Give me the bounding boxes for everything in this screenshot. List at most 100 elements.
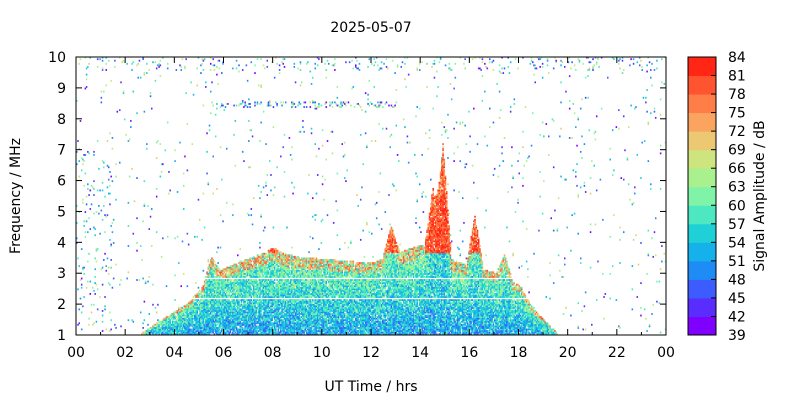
heatmap-cell <box>230 311 233 314</box>
heatmap-cell <box>217 293 219 295</box>
heatmap-cell <box>217 289 219 292</box>
heatmap-cell <box>219 320 222 323</box>
heatmap-cell <box>227 299 229 302</box>
heatmap-cell <box>186 325 189 328</box>
heatmap-cell <box>149 333 152 335</box>
heatmap-cell <box>230 325 233 328</box>
heatmap-cell <box>211 283 213 286</box>
heatmap-cell <box>144 331 147 334</box>
heatmap-cell <box>217 274 219 277</box>
heatmap-cell <box>142 331 144 334</box>
heatmap-cell <box>181 317 184 320</box>
heatmap-cell <box>169 323 171 326</box>
heatmap-cell <box>217 268 219 271</box>
heatmap-cell <box>232 322 234 325</box>
heatmap-cell <box>218 331 221 334</box>
heatmap-cell <box>228 266 230 269</box>
heatmap-cell <box>208 328 211 331</box>
heatmap-cell <box>206 271 208 274</box>
heatmap-cell <box>203 326 206 329</box>
heatmap-cell <box>213 309 216 312</box>
heatmap-cell <box>175 331 178 334</box>
heatmap-cell <box>206 285 208 288</box>
heatmap-cell <box>245 64 248 67</box>
heatmap-cell <box>91 286 94 289</box>
heatmap-cell <box>132 232 135 235</box>
heatmap-cell <box>107 166 110 169</box>
heatmap-cell <box>221 283 223 286</box>
heatmap-cell <box>205 330 207 332</box>
heatmap-cell <box>207 280 210 283</box>
heatmap-cell <box>169 330 171 332</box>
heatmap-cell <box>225 325 228 328</box>
heatmap-cell <box>203 280 206 283</box>
heatmap-cell <box>212 104 214 107</box>
heatmap-cell <box>190 313 192 315</box>
heatmap-cell <box>178 320 180 323</box>
heatmap-cell <box>176 326 179 329</box>
heatmap-cell <box>203 283 206 286</box>
heatmap-cell <box>179 141 181 144</box>
heatmap-cell <box>225 331 228 334</box>
heatmap-cell <box>229 271 232 274</box>
heatmap-cell <box>200 322 202 325</box>
heatmap-cell <box>207 323 210 326</box>
heatmap-cell <box>234 164 237 167</box>
heatmap-cell <box>223 291 226 294</box>
heatmap-cell <box>179 64 181 67</box>
heatmap-cell <box>78 147 80 150</box>
heatmap-cell <box>195 326 197 329</box>
heatmap-cell <box>158 333 160 335</box>
heatmap-cell <box>219 246 222 249</box>
heatmap-cell <box>206 296 208 298</box>
heatmap-cell <box>206 172 208 175</box>
heatmap-cell <box>184 326 186 329</box>
heatmap-cell <box>194 299 196 302</box>
heatmap-cell <box>194 305 196 308</box>
heatmap-cell <box>259 197 261 200</box>
heatmap-cell <box>224 306 227 309</box>
heatmap-cell <box>216 269 218 272</box>
heatmap-cell <box>155 187 158 190</box>
heatmap-cell <box>212 280 214 283</box>
heatmap-cell <box>216 279 218 281</box>
heatmap-cell <box>187 317 190 320</box>
heatmap-cell <box>201 305 203 308</box>
heatmap-cell <box>229 289 232 292</box>
heatmap-cell <box>207 328 210 331</box>
heatmap-cell <box>174 322 176 325</box>
heatmap-cell <box>196 306 198 309</box>
heatmap-cell <box>243 160 245 163</box>
heatmap-cell <box>88 152 90 155</box>
heatmap-cell <box>209 316 212 319</box>
heatmap-cell <box>128 175 131 178</box>
heatmap-cell <box>170 314 173 317</box>
heatmap-cell <box>262 229 265 232</box>
heatmap-cell <box>150 107 153 110</box>
heatmap-cell <box>209 266 212 269</box>
heatmap-cell <box>238 64 240 67</box>
heatmap-cell <box>107 272 110 275</box>
heatmap-cell <box>230 309 233 312</box>
heatmap-cell <box>197 319 200 322</box>
heatmap-cell <box>191 300 194 303</box>
heatmap-cell <box>218 322 221 325</box>
heatmap-cell <box>206 279 208 281</box>
heatmap-cell <box>208 293 211 295</box>
heatmap-cell <box>216 251 218 254</box>
heatmap-cell <box>82 158 84 161</box>
heatmap-cell <box>229 328 232 331</box>
heatmap-cell <box>93 212 95 215</box>
heatmap-cell <box>221 317 223 320</box>
heatmap-cell <box>201 289 203 292</box>
heatmap-cell <box>200 325 202 328</box>
heatmap-cell <box>186 303 189 306</box>
heatmap-cell <box>219 331 222 334</box>
heatmap-cell <box>205 283 207 286</box>
heatmap-cell <box>205 323 207 326</box>
heatmap-cell <box>216 289 218 292</box>
heatmap-cell <box>223 294 226 297</box>
heatmap-cell <box>217 246 219 249</box>
heatmap-cell <box>202 299 205 302</box>
